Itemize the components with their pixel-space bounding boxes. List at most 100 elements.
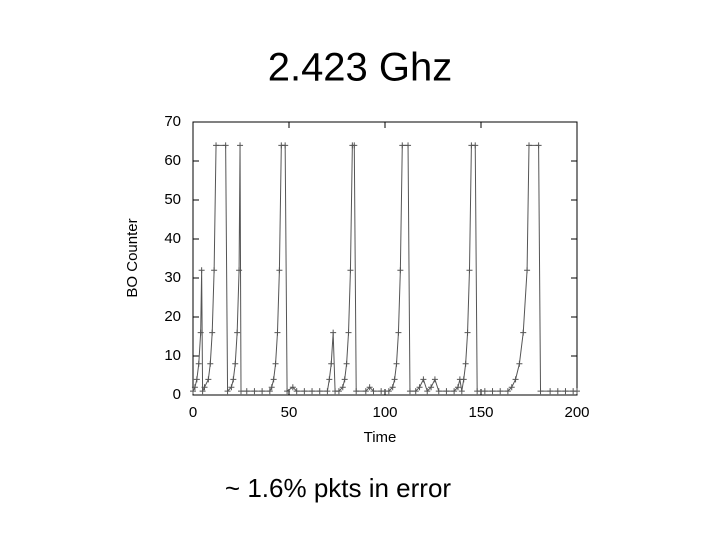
point-marker: [460, 376, 467, 383]
point-marker: [198, 267, 205, 274]
y-tick-label: 20: [164, 308, 181, 325]
point-marker: [316, 388, 323, 395]
point-marker: [508, 384, 515, 391]
point-marker: [230, 376, 237, 383]
point-marker: [454, 384, 461, 391]
point-marker: [451, 388, 458, 395]
y-tick-label: 50: [164, 191, 181, 208]
point-marker: [428, 384, 435, 391]
point-marker: [234, 329, 241, 336]
y-tick-label: 40: [164, 230, 181, 247]
point-marker: [416, 384, 423, 391]
point-marker: [462, 360, 469, 367]
chart-title: 2.423 Ghz: [268, 46, 453, 90]
point-marker: [284, 388, 291, 395]
point-marker: [397, 267, 404, 274]
point-marker: [209, 329, 216, 336]
x-tick-label: 50: [281, 404, 298, 421]
point-marker: [197, 329, 204, 336]
point-marker: [504, 388, 511, 395]
point-marker: [274, 329, 281, 336]
point-marker: [362, 388, 369, 395]
point-marker: [399, 142, 406, 149]
point-marker: [520, 329, 527, 336]
point-marker: [424, 388, 431, 395]
point-marker: [395, 329, 402, 336]
point-marker: [347, 267, 354, 274]
point-marker: [405, 142, 412, 149]
annotation: ~ 1.6% pkts in error: [225, 473, 451, 503]
point-marker: [353, 388, 360, 395]
point-marker: [370, 388, 377, 395]
point-marker: [391, 376, 398, 383]
point-marker: [251, 388, 258, 395]
point-marker: [190, 388, 196, 395]
point-marker: [276, 267, 283, 274]
point-marker: [345, 329, 352, 336]
point-marker: [435, 388, 442, 395]
point-marker: [326, 376, 333, 383]
point-marker: [366, 384, 373, 391]
point-marker: [412, 388, 419, 395]
point-marker: [201, 384, 208, 391]
point-marker: [524, 267, 531, 274]
point-marker: [232, 360, 239, 367]
point-marker: [211, 267, 218, 274]
point-marker: [466, 267, 473, 274]
point-marker: [272, 360, 279, 367]
point-marker: [195, 360, 202, 367]
point-marker: [431, 376, 438, 383]
point-marker: [489, 388, 496, 395]
point-marker: [268, 384, 275, 391]
point-marker: [526, 142, 532, 149]
point-marker: [237, 142, 244, 149]
point-marker: [328, 360, 335, 367]
point-marker: [191, 384, 198, 391]
y-tick-label: 70: [164, 113, 181, 130]
point-marker: [228, 384, 235, 391]
y-tick-label: 0: [173, 386, 181, 403]
x-tick-label: 0: [189, 404, 197, 421]
point-marker: [385, 388, 392, 395]
point-marker: [324, 388, 331, 395]
point-marker: [497, 388, 504, 395]
point-marker: [343, 360, 350, 367]
point-marker: [535, 142, 542, 149]
point-marker: [443, 388, 450, 395]
point-marker: [474, 388, 481, 395]
point-marker: [464, 329, 471, 336]
point-marker: [351, 142, 358, 149]
series-line: [192, 144, 577, 393]
y-tick-label: 10: [164, 347, 181, 364]
point-marker: [222, 142, 229, 149]
point-marker: [339, 384, 346, 391]
point-marker: [289, 384, 296, 391]
point-marker: [238, 388, 244, 395]
y-tick-label: 30: [164, 269, 181, 286]
y-axis-label: BO Counter: [124, 218, 141, 297]
point-marker: [562, 388, 569, 395]
point-marker: [458, 388, 465, 395]
point-marker: [301, 388, 308, 395]
point-marker: [293, 388, 300, 395]
point-marker: [266, 388, 273, 395]
point-marker: [243, 388, 250, 395]
point-marker: [516, 360, 523, 367]
point-marker: [537, 388, 544, 395]
point-marker: [389, 384, 396, 391]
x-tick-label: 200: [564, 404, 589, 421]
point-marker: [472, 142, 479, 149]
point-marker: [406, 388, 413, 395]
point-marker: [199, 388, 206, 395]
point-marker: [420, 376, 427, 383]
point-marker: [512, 376, 519, 383]
x-tick-label: 150: [468, 404, 493, 421]
point-marker: [341, 376, 348, 383]
point-marker: [270, 376, 277, 383]
point-marker: [207, 360, 214, 367]
y-tick-label: 60: [164, 152, 181, 169]
point-marker: [236, 267, 243, 274]
point-marker: [481, 388, 488, 395]
x-tick-label: 100: [372, 404, 397, 421]
